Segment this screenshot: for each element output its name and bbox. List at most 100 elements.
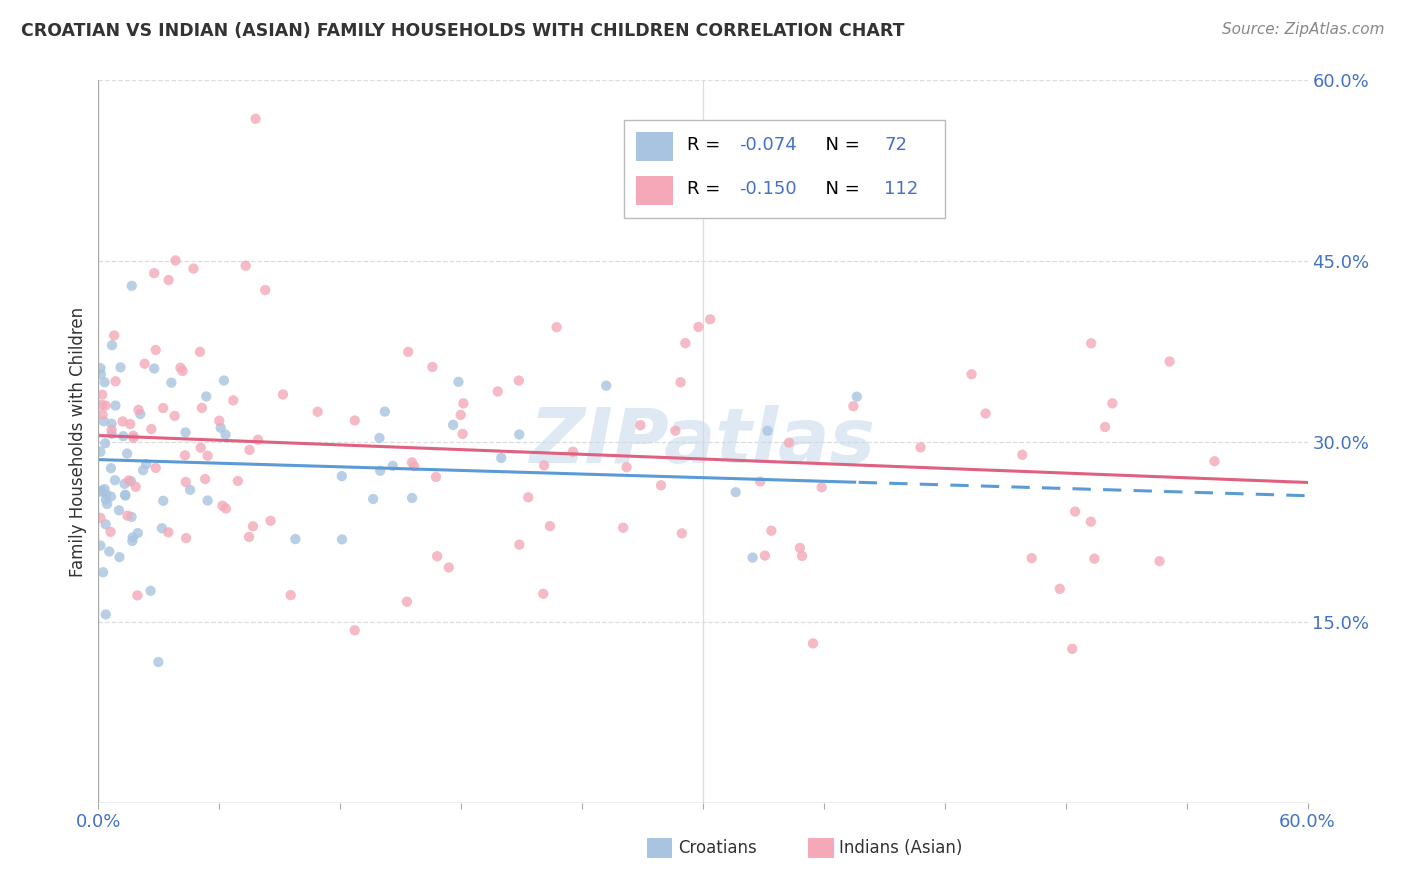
Point [101, 338, 124, 352]
Point [143, 266, 166, 280]
Point [194, 472, 217, 486]
Text: -0.074: -0.074 [740, 136, 797, 154]
Point [190, 441, 212, 455]
Point [284, 532, 307, 546]
Point [1094, 420, 1116, 434]
Point [127, 402, 149, 417]
Point [127, 588, 149, 602]
Point [381, 458, 404, 473]
Point [226, 474, 249, 488]
Point [90, 398, 112, 412]
Point [94, 492, 117, 507]
Point [96, 497, 118, 511]
Point [157, 525, 180, 540]
Point [451, 426, 474, 441]
Point [401, 491, 423, 505]
Point [188, 344, 211, 359]
Point [112, 429, 135, 443]
Point [120, 417, 142, 431]
Point [396, 344, 419, 359]
Point [91, 483, 114, 498]
Point [1011, 448, 1033, 462]
Point [172, 364, 194, 378]
Point [235, 259, 257, 273]
Point [100, 427, 122, 442]
Point [1204, 454, 1226, 468]
Point [104, 374, 127, 388]
Point [183, 261, 205, 276]
Text: Source: ZipAtlas.com: Source: ZipAtlas.com [1222, 22, 1385, 37]
Point [271, 387, 294, 401]
Text: N =: N = [814, 179, 866, 198]
Point [129, 407, 152, 421]
Point [115, 446, 138, 460]
Point [104, 473, 127, 487]
Point [94, 607, 117, 622]
Point [368, 464, 391, 478]
Point [93, 482, 115, 496]
Point [749, 475, 772, 489]
Point [650, 478, 672, 492]
Point [108, 550, 131, 565]
Point [122, 431, 145, 445]
Point [121, 278, 143, 293]
Point [141, 422, 163, 436]
Point [395, 595, 418, 609]
Point [150, 521, 173, 535]
Text: 72: 72 [884, 136, 907, 154]
Point [538, 519, 561, 533]
Text: Indians (Asian): Indians (Asian) [839, 839, 963, 857]
Point [1159, 354, 1181, 368]
Point [789, 541, 811, 555]
Point [422, 359, 444, 374]
Point [163, 409, 186, 423]
Point [100, 417, 122, 431]
Point [211, 499, 233, 513]
Point [246, 433, 269, 447]
Point [160, 376, 183, 390]
Point [179, 483, 201, 497]
Point [125, 480, 148, 494]
Point [120, 474, 142, 488]
Point [121, 509, 143, 524]
Point [561, 444, 583, 458]
Point [91, 566, 114, 580]
Point [453, 396, 475, 410]
Point [699, 312, 721, 326]
Point [91, 408, 114, 422]
Point [108, 503, 131, 517]
Point [121, 530, 143, 544]
Point [595, 378, 617, 392]
Point [169, 360, 191, 375]
Text: CROATIAN VS INDIAN (ASIAN) FAMILY HOUSEHOLDS WITH CHILDREN CORRELATION CHART: CROATIAN VS INDIAN (ASIAN) FAMILY HOUSEH… [21, 22, 904, 40]
Point [165, 253, 187, 268]
Point [254, 283, 277, 297]
Point [114, 489, 136, 503]
Point [517, 491, 540, 505]
Point [222, 393, 245, 408]
Y-axis label: Family Households with Children: Family Households with Children [69, 307, 87, 576]
Point [801, 636, 824, 650]
Point [437, 560, 460, 574]
Point [761, 524, 783, 538]
Point [114, 488, 136, 502]
Point [1021, 551, 1043, 566]
Point [157, 273, 180, 287]
Point [669, 376, 692, 390]
Point [111, 414, 134, 428]
Point [238, 530, 260, 544]
Point [330, 469, 353, 483]
Point [486, 384, 509, 399]
Point [533, 458, 555, 473]
Point [152, 401, 174, 415]
Point [94, 517, 117, 532]
Point [508, 427, 530, 442]
Text: R =: R = [688, 179, 727, 198]
Point [401, 455, 423, 469]
Point [238, 442, 260, 457]
Point [152, 493, 174, 508]
Point [104, 399, 127, 413]
Point [89, 444, 111, 458]
Point [135, 457, 157, 471]
Text: N =: N = [814, 136, 866, 154]
